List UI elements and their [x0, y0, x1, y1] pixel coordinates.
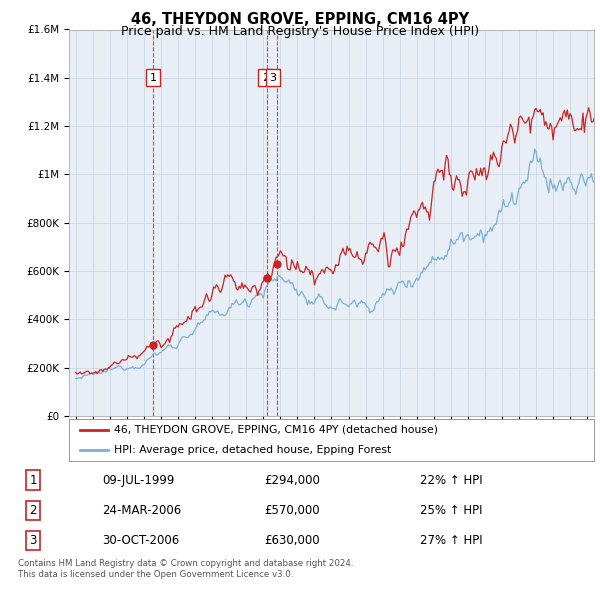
Text: 46, THEYDON GROVE, EPPING, CM16 4PY: 46, THEYDON GROVE, EPPING, CM16 4PY: [131, 12, 469, 27]
Text: 46, THEYDON GROVE, EPPING, CM16 4PY (detached house): 46, THEYDON GROVE, EPPING, CM16 4PY (det…: [113, 425, 437, 435]
Text: Contains HM Land Registry data © Crown copyright and database right 2024.
This d: Contains HM Land Registry data © Crown c…: [18, 559, 353, 579]
Text: £294,000: £294,000: [264, 474, 320, 487]
Text: 25% ↑ HPI: 25% ↑ HPI: [420, 504, 482, 517]
Text: 3: 3: [269, 73, 277, 83]
Text: Price paid vs. HM Land Registry's House Price Index (HPI): Price paid vs. HM Land Registry's House …: [121, 25, 479, 38]
Text: 27% ↑ HPI: 27% ↑ HPI: [420, 534, 482, 547]
Text: 24-MAR-2006: 24-MAR-2006: [102, 504, 181, 517]
Text: £570,000: £570,000: [264, 504, 320, 517]
Text: 30-OCT-2006: 30-OCT-2006: [102, 534, 179, 547]
Text: 3: 3: [29, 534, 37, 547]
Text: 22% ↑ HPI: 22% ↑ HPI: [420, 474, 482, 487]
Text: 2: 2: [262, 73, 269, 83]
Text: HPI: Average price, detached house, Epping Forest: HPI: Average price, detached house, Eppi…: [113, 445, 391, 455]
Text: 09-JUL-1999: 09-JUL-1999: [102, 474, 175, 487]
Text: 1: 1: [149, 73, 157, 83]
Text: 1: 1: [29, 474, 37, 487]
Text: 2: 2: [29, 504, 37, 517]
Text: £630,000: £630,000: [264, 534, 320, 547]
